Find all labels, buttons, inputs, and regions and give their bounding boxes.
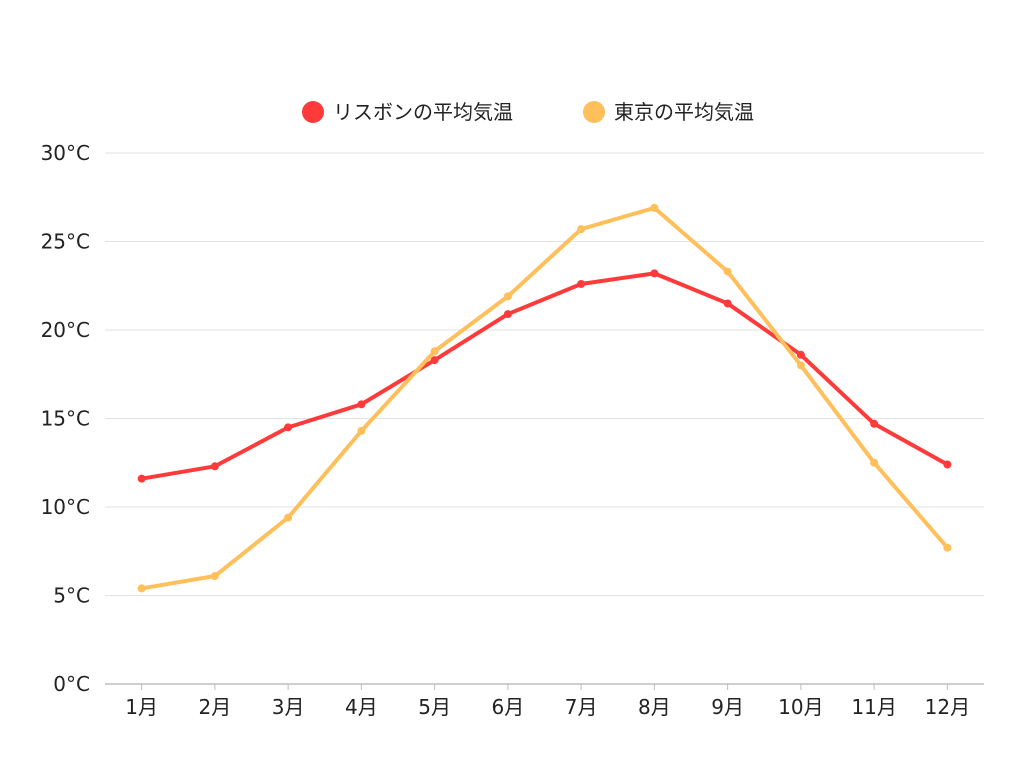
data-point-series-1 [284,513,293,522]
data-point-series-1 [723,267,732,276]
x-tick-label: 12月 [925,695,970,719]
data-point-series-1 [577,225,586,234]
x-tick-label: 11月 [851,695,896,719]
data-point-series-0 [796,350,805,359]
y-tick-label: 15°C [41,407,90,431]
x-tick-label: 4月 [345,695,378,719]
series-lines [137,203,952,593]
x-tick-label: 10月 [778,695,823,719]
y-tick-label: 10°C [41,495,90,519]
x-tick-label: 1月 [125,695,158,719]
grid-lines [105,152,984,685]
data-point-series-0 [357,400,366,409]
legend-label-0: リスボンの平均気温 [333,100,513,124]
x-tick-label: 7月 [565,695,598,719]
data-point-series-0 [943,460,952,469]
y-tick-label: 30°C [41,141,90,165]
data-point-series-1 [503,292,512,301]
axes: 0°C 5°C 10°C 15°C 20°C 25°C 30°C 1月 2月 3月 4月 5月 6月 7月… [41,141,971,719]
data-point-series-1 [210,572,219,581]
data-point-series-1 [137,584,146,593]
data-point-series-1 [870,458,879,467]
series-line-1 [139,205,950,591]
y-tick-label: 20°C [41,318,90,342]
data-point-series-0 [577,279,586,288]
legend: リスボンの平均気温 東京の平均気温 [302,100,754,124]
data-point-series-0 [284,423,293,432]
data-point-series-1 [943,543,952,552]
data-point-series-0 [723,299,732,308]
y-tick-label: 5°C [53,584,90,608]
data-point-series-0 [210,462,219,471]
data-point-series-0 [137,474,146,483]
x-tick-label: 9月 [711,695,744,719]
legend-marker-1 [583,101,605,123]
x-tick-label: 2月 [199,695,232,719]
data-point-series-0 [870,419,879,428]
data-point-series-0 [430,356,439,365]
legend-marker-0 [302,101,324,123]
series-line-0 [139,271,950,481]
x-tick-label: 8月 [638,695,671,719]
data-point-series-1 [357,426,366,435]
y-tick-label: 25°C [41,230,90,254]
y-tick-label: 0°C [53,672,90,696]
x-tick-label: 5月 [418,695,451,719]
data-point-series-0 [503,310,512,319]
legend-label-1: 東京の平均気温 [614,100,754,124]
data-point-series-1 [430,347,439,356]
data-point-series-1 [796,361,805,370]
x-tick-label: 3月 [272,695,305,719]
data-point-series-1 [650,203,659,212]
data-point-series-0 [650,269,659,278]
x-tick-label: 6月 [492,695,525,719]
